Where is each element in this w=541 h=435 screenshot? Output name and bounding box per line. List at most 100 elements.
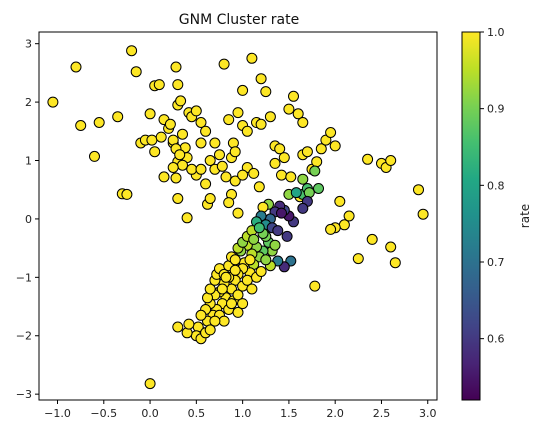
data-point <box>89 150 100 162</box>
data-point <box>248 167 260 179</box>
points-layer <box>47 45 429 390</box>
data-point <box>186 163 198 175</box>
data-point <box>130 66 142 78</box>
y-tick-label: −3 <box>16 388 32 401</box>
data-point <box>229 146 241 158</box>
data-point <box>204 283 216 295</box>
data-point <box>155 131 167 143</box>
data-point <box>229 264 241 276</box>
data-point <box>175 95 187 107</box>
y-tick-label: 1 <box>25 155 32 168</box>
data-point <box>255 266 267 277</box>
data-point <box>144 108 156 120</box>
x-tick-label: 0.0 <box>141 407 159 420</box>
data-point <box>325 127 337 138</box>
data-point <box>241 125 253 137</box>
data-point <box>303 187 315 199</box>
data-point <box>309 280 321 292</box>
data-point <box>220 271 232 283</box>
data-point <box>269 239 281 251</box>
data-point <box>170 172 182 184</box>
data-point <box>200 125 212 137</box>
data-point <box>274 143 286 155</box>
data-point <box>218 315 230 327</box>
data-point <box>218 58 230 70</box>
data-point <box>246 283 258 295</box>
data-point <box>366 233 378 245</box>
data-point <box>232 107 244 119</box>
data-point <box>352 253 364 265</box>
data-point <box>278 152 290 164</box>
x-tick-label: −1.0 <box>44 407 71 420</box>
data-point <box>223 197 235 209</box>
data-point <box>281 230 293 242</box>
data-point <box>216 160 228 172</box>
data-point <box>276 169 287 181</box>
colorbar-tick-label: 0.7 <box>487 256 505 269</box>
data-point <box>47 96 59 108</box>
data-point <box>389 257 401 269</box>
data-point <box>204 193 216 204</box>
data-point <box>315 143 327 155</box>
colorbar-axis: 0.6 0.7 0.8 0.9 1.0 <box>480 26 505 346</box>
data-point <box>177 128 188 140</box>
data-point <box>195 163 207 175</box>
data-point <box>253 181 265 193</box>
data-point <box>413 184 424 196</box>
data-point <box>297 202 309 214</box>
data-point <box>75 120 87 131</box>
plot-frame <box>38 31 438 401</box>
y-tick-label: −2 <box>16 330 32 343</box>
data-point <box>297 173 309 185</box>
data-point <box>229 175 241 187</box>
data-point <box>385 155 397 166</box>
colorbar-label: rate <box>518 204 532 228</box>
data-point <box>292 108 304 120</box>
x-tick-label: 1.5 <box>280 407 298 420</box>
data-point <box>144 378 156 390</box>
x-tick-label: 0.5 <box>188 407 206 420</box>
data-point <box>260 254 272 266</box>
y-tick-label: 2 <box>25 96 32 109</box>
data-point <box>253 222 265 234</box>
data-point <box>385 241 397 253</box>
data-point <box>283 103 295 115</box>
y-tick-label: 0 <box>25 213 32 226</box>
x-tick-label: −0.5 <box>90 407 117 420</box>
data-point <box>362 153 374 165</box>
x-tick-label: 2.0 <box>326 407 344 420</box>
data-point <box>269 157 281 169</box>
data-point <box>297 117 309 128</box>
data-point <box>149 146 161 158</box>
data-point <box>237 84 249 96</box>
data-point <box>209 137 221 149</box>
data-point <box>220 171 232 183</box>
data-point <box>172 79 184 91</box>
data-point <box>248 233 260 245</box>
data-point <box>112 111 124 123</box>
data-point <box>209 315 221 327</box>
data-point <box>204 324 216 336</box>
data-point <box>311 156 323 168</box>
data-point <box>260 86 272 98</box>
data-point <box>204 155 216 166</box>
data-point <box>183 318 195 330</box>
data-point <box>417 208 429 220</box>
data-point <box>244 254 256 266</box>
data-point <box>313 183 324 194</box>
colorbar <box>461 31 481 401</box>
data-point <box>177 159 188 171</box>
data-point <box>158 171 170 183</box>
y-axis: −3 −2 −1 0 1 2 3 <box>16 38 39 401</box>
y-tick-label: 3 <box>25 38 32 51</box>
x-tick-label: 1.0 <box>234 407 252 420</box>
data-point <box>334 195 346 207</box>
data-point <box>121 188 133 200</box>
y-tick-label: −1 <box>16 271 32 284</box>
x-tick-label: 3.0 <box>419 407 437 420</box>
data-point <box>93 117 105 128</box>
data-point <box>126 45 138 57</box>
x-axis: −1.0 −0.5 0.0 0.5 1.0 1.5 2.0 2.5 3.0 <box>44 400 436 420</box>
data-point <box>223 114 235 126</box>
